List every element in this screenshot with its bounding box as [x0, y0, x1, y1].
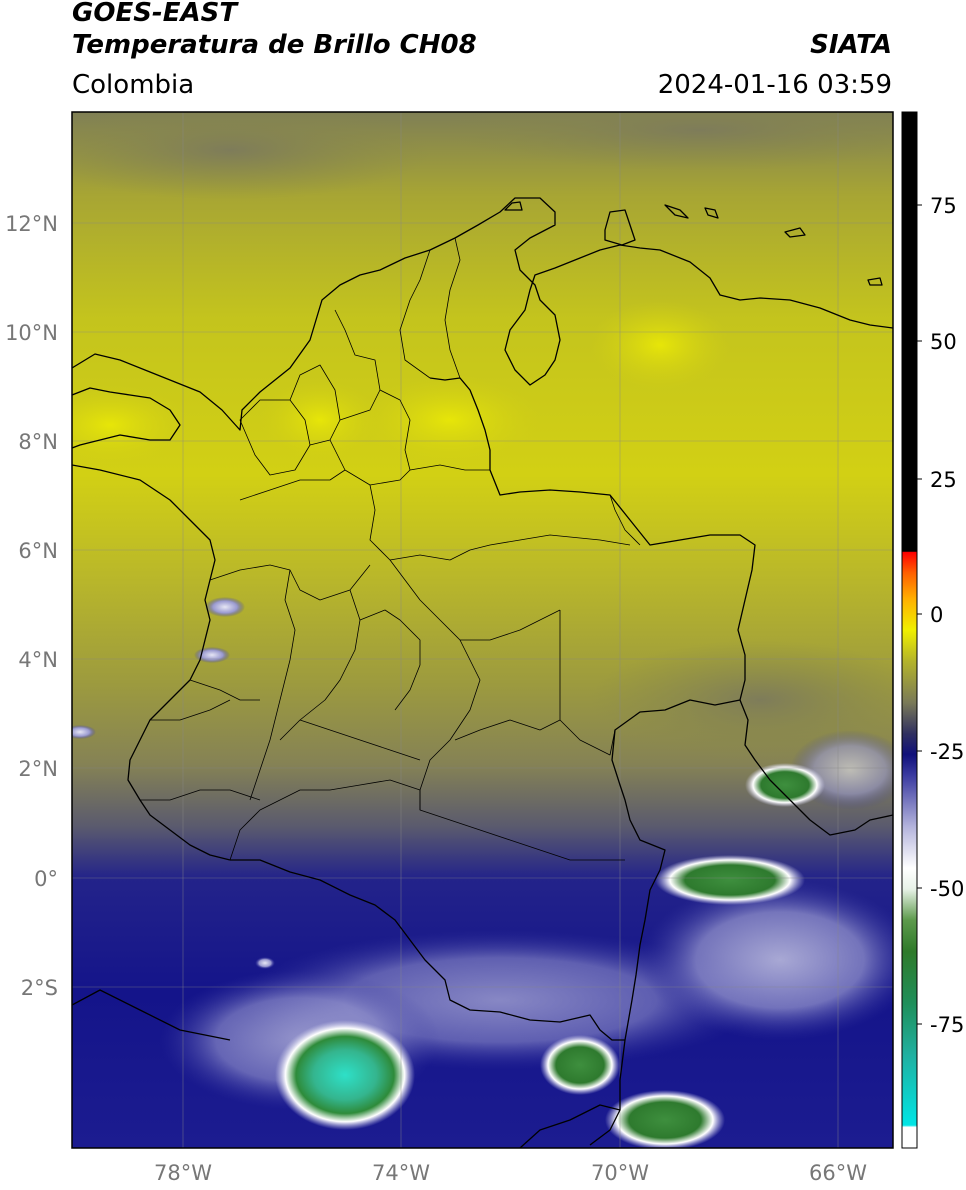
lat-label: 2°N: [18, 757, 58, 781]
lat-label: 12°N: [5, 212, 58, 236]
lon-label: 74°W: [372, 1161, 430, 1185]
colorbar-label: 25: [930, 468, 957, 492]
longitude-labels: 78°W 74°W 70°W 66°W: [154, 1161, 867, 1185]
timestamp-label: 2024-01-16 03:59: [657, 70, 892, 100]
colorbar-label: -25: [930, 740, 964, 764]
colorbar-frame: [901, 111, 918, 1149]
product-title: Temperatura de Brillo CH08: [72, 30, 477, 60]
country-borders: [72, 197, 893, 1148]
colorbar: 75 50 25 0 -25 -50 -75: [901, 111, 964, 1149]
lat-label: 2°S: [21, 976, 58, 1000]
lat-label: 0°: [34, 867, 58, 891]
brightness-temperature-field: [72, 112, 893, 1148]
lat-label: 8°N: [18, 430, 58, 454]
map-frame: [71, 111, 894, 1149]
department-borders: [140, 237, 641, 861]
colorbar-label: 50: [930, 330, 957, 354]
gridlines: [72, 112, 893, 1148]
colorbar-gradient: [902, 112, 917, 1148]
agency-label: SIATA: [810, 30, 892, 60]
lon-label: 78°W: [154, 1161, 212, 1185]
lat-label: 6°N: [18, 539, 58, 563]
satellite-title: GOES-EAST: [72, 0, 238, 28]
lat-label: 10°N: [5, 321, 58, 345]
colorbar-label: -75: [930, 1013, 964, 1037]
lon-label: 70°W: [591, 1161, 649, 1185]
region-label: Colombia: [72, 70, 195, 100]
colorbar-label: 0: [930, 603, 943, 627]
colorbar-ticks: [917, 204, 922, 1025]
lon-label: 66°W: [809, 1161, 867, 1185]
colorbar-label: -50: [930, 877, 964, 901]
latitude-labels: 12°N 10°N 8°N 6°N 4°N 2°N 0° 2°S: [5, 212, 58, 1000]
colorbar-label: 75: [930, 194, 957, 218]
lat-label: 4°N: [18, 648, 58, 672]
